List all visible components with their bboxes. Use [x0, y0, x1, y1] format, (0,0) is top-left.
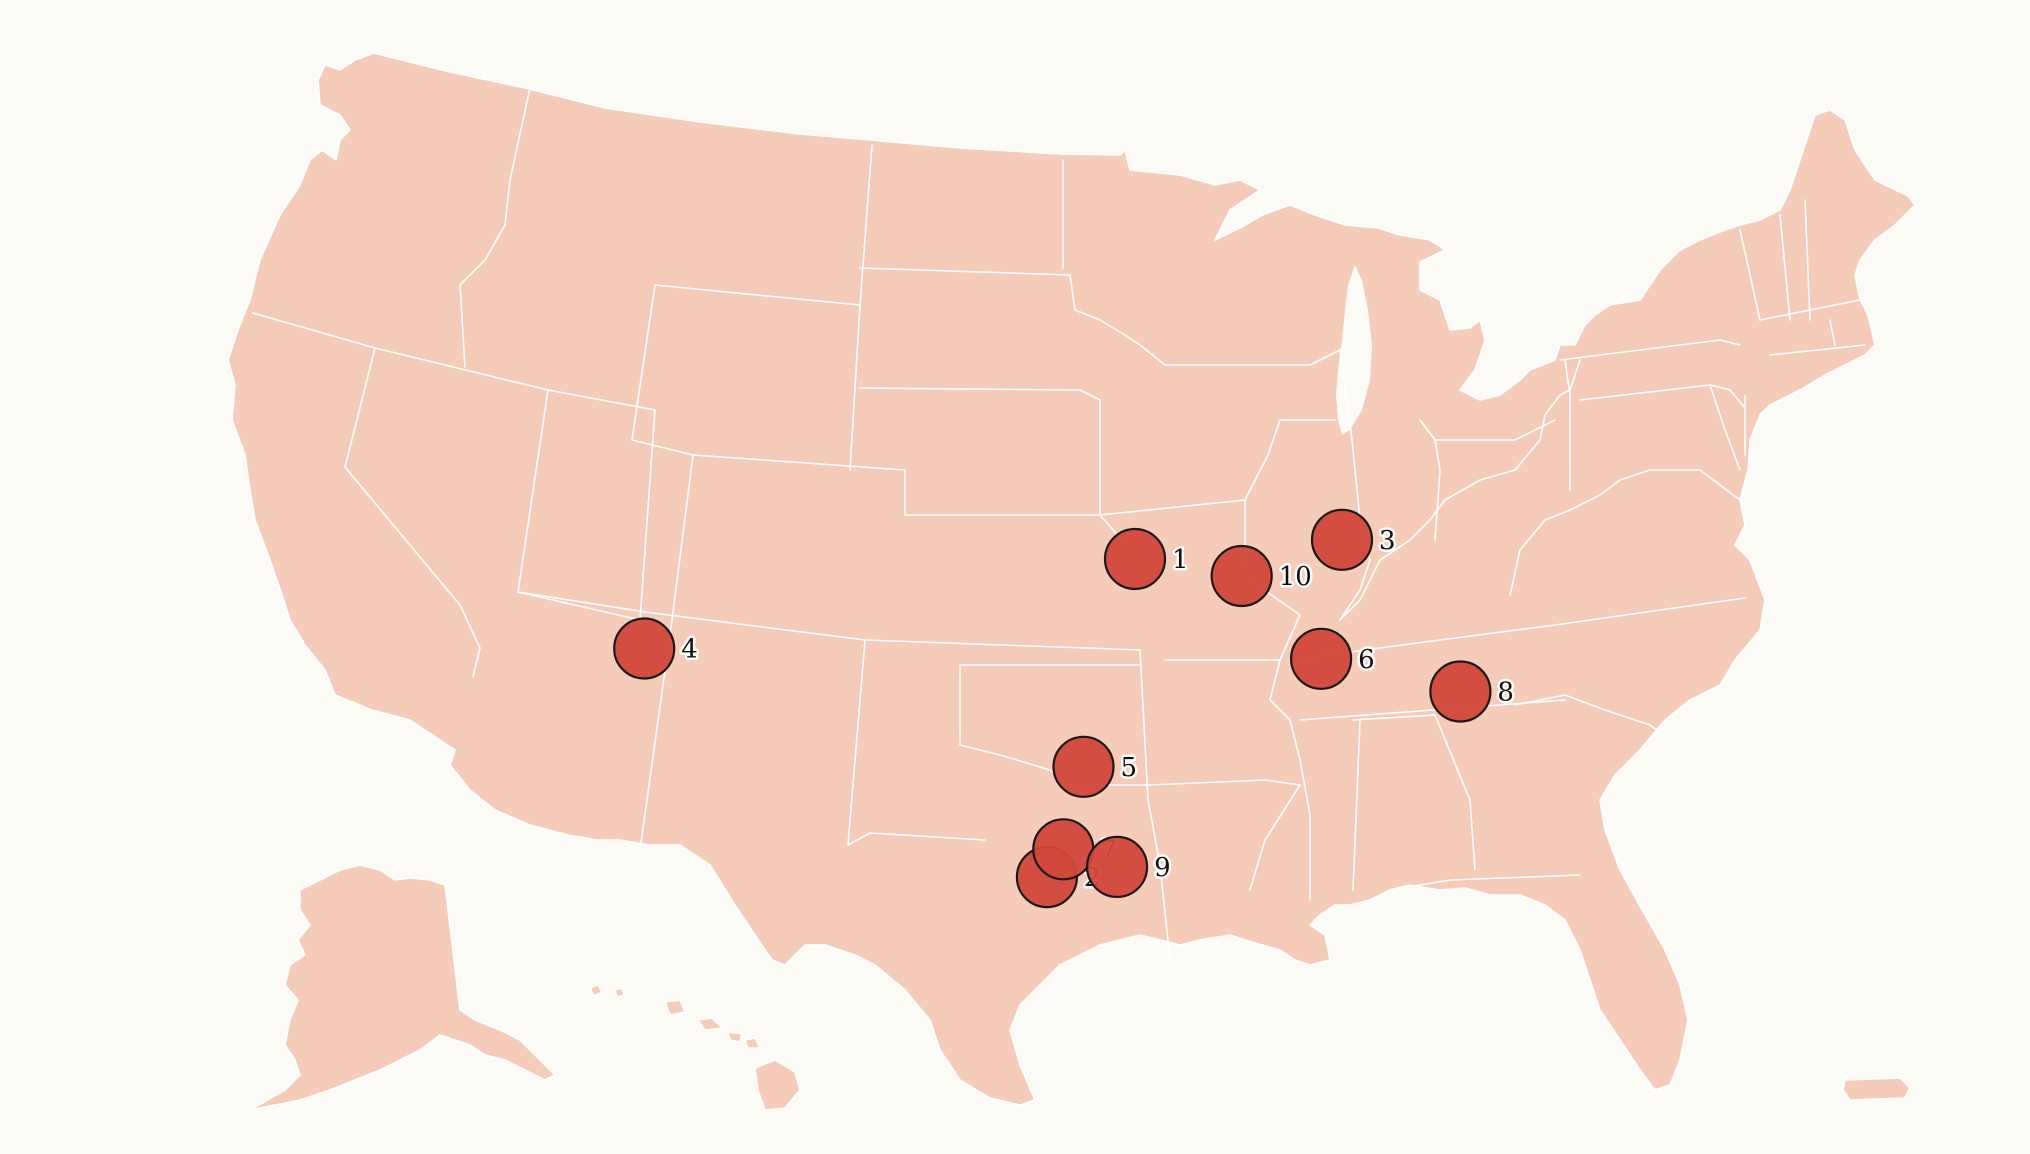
- marker-label: 10: [1279, 562, 1312, 592]
- city-marker-3[interactable]: 3: [1310, 508, 1398, 571]
- city-marker-8[interactable]: 8: [1429, 660, 1516, 723]
- marker-circle[interactable]: [1052, 735, 1115, 798]
- marker-circle[interactable]: [1289, 627, 1353, 690]
- city-marker-4[interactable]: 4: [613, 617, 700, 680]
- marker-circle[interactable]: [1032, 818, 1095, 881]
- marker-label: 9: [1154, 853, 1171, 883]
- marker-label: 6: [1358, 645, 1375, 675]
- marker-circle[interactable]: [1085, 835, 1149, 899]
- contiguous-us: [227, 52, 1916, 1106]
- marker-circle[interactable]: [1103, 527, 1167, 591]
- alaska: [249, 864, 556, 1111]
- marker-label: 4: [681, 635, 698, 665]
- puerto-rico: [1842, 1077, 1911, 1101]
- city-marker-1[interactable]: 1: [1103, 527, 1191, 591]
- marker-circle[interactable]: [1429, 660, 1492, 723]
- marker-label: 3: [1379, 526, 1396, 556]
- city-marker-5[interactable]: 5: [1052, 735, 1140, 798]
- city-marker-6[interactable]: 6: [1289, 627, 1377, 690]
- marker-circle[interactable]: [1210, 544, 1273, 608]
- marker-label: 5: [1121, 753, 1138, 783]
- marker-label: 1: [1172, 545, 1189, 575]
- city-marker-9[interactable]: 9: [1085, 835, 1173, 899]
- marker-circle[interactable]: [613, 617, 676, 680]
- markers-layer: 12345678910: [613, 508, 1516, 909]
- city-marker-10[interactable]: 10: [1210, 544, 1314, 608]
- marker-circle[interactable]: [1310, 508, 1374, 571]
- marker-label: 8: [1497, 678, 1514, 708]
- hawaii: [589, 984, 801, 1111]
